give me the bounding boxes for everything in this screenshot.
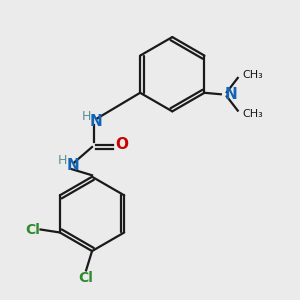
Text: Cl: Cl	[26, 223, 40, 236]
Text: O: O	[115, 137, 128, 152]
Text: CH₃: CH₃	[242, 70, 263, 80]
Text: Cl: Cl	[79, 271, 94, 285]
Text: N: N	[224, 87, 237, 102]
Text: H: H	[81, 110, 91, 123]
Text: H: H	[58, 154, 68, 166]
Text: CH₃: CH₃	[242, 109, 263, 118]
Text: N: N	[89, 114, 102, 129]
Text: N: N	[66, 158, 79, 173]
